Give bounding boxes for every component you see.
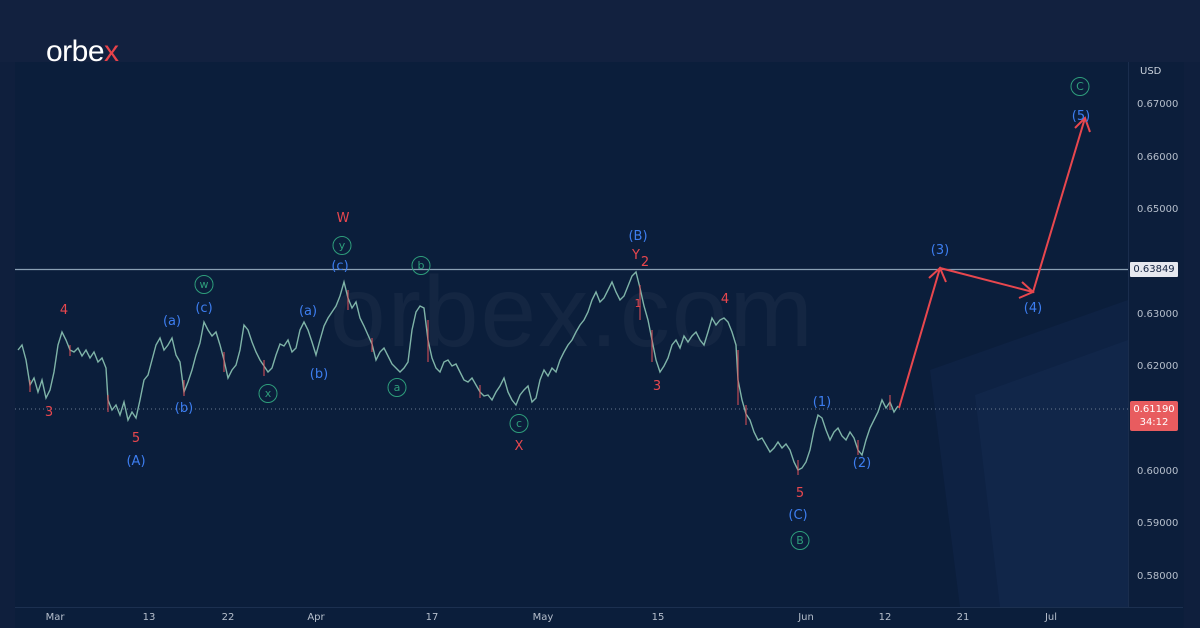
bar-countdown: 34:12 bbox=[1139, 417, 1169, 428]
wave-label-blue: (a) bbox=[162, 314, 182, 329]
wave-label-red: 4 bbox=[720, 292, 730, 307]
x-tick: Jul bbox=[1044, 612, 1058, 623]
wave-label-red: W bbox=[336, 211, 350, 226]
wave-label-blue: (3) bbox=[930, 243, 950, 258]
wave-label-circled: w bbox=[194, 275, 214, 294]
wave-label-blue: (4) bbox=[1023, 301, 1043, 316]
x-tick: May bbox=[532, 612, 554, 623]
wave-label-blue: (c) bbox=[331, 259, 349, 274]
x-tick: 15 bbox=[651, 612, 665, 623]
x-tick: Apr bbox=[307, 612, 325, 623]
wave-label-blue: (c) bbox=[195, 301, 213, 316]
wave-label-blue: (C) bbox=[788, 508, 808, 523]
y-tick: 0.63000 bbox=[1137, 309, 1179, 320]
wave-label-blue: (2) bbox=[852, 456, 872, 471]
wave-label-red: 5 bbox=[131, 431, 141, 446]
x-tick: 17 bbox=[425, 612, 439, 623]
wave-label-red: 5 bbox=[795, 486, 805, 501]
current-price-tag: 0.61190 34:12 bbox=[1130, 401, 1178, 431]
wave-label-circled: y bbox=[332, 236, 352, 255]
y-tick: 0.60000 bbox=[1137, 466, 1179, 477]
wave-label-blue: (b) bbox=[309, 367, 329, 382]
level-price-tag: 0.63849 bbox=[1130, 262, 1178, 277]
wave-label-red: 3 bbox=[652, 379, 662, 394]
x-tick: Jun bbox=[798, 612, 814, 623]
wave-label-red: 1 bbox=[634, 297, 642, 310]
wave-label-red: 2 bbox=[640, 255, 650, 270]
y-tick: 0.58000 bbox=[1137, 571, 1179, 582]
y-tick: 0.67000 bbox=[1137, 99, 1179, 110]
wave-label-blue: (a) bbox=[298, 304, 318, 319]
wave-label-blue: (b) bbox=[174, 401, 194, 416]
x-tick: 21 bbox=[956, 612, 970, 623]
wave-label-red: 4 bbox=[59, 303, 69, 318]
chart-plot-area[interactable] bbox=[15, 62, 1128, 607]
x-tick: 13 bbox=[142, 612, 156, 623]
watermark: orbex.com bbox=[330, 255, 815, 370]
x-tick: 22 bbox=[221, 612, 235, 623]
wave-label-circled: a bbox=[387, 378, 407, 397]
y-tick: 0.65000 bbox=[1137, 204, 1179, 215]
currency-label: USD bbox=[1140, 66, 1162, 77]
x-tick: 12 bbox=[878, 612, 892, 623]
price-axis[interactable] bbox=[1128, 62, 1184, 627]
wave-label-blue: (B) bbox=[628, 229, 648, 244]
wave-label-red: 3 bbox=[44, 405, 54, 420]
wave-label-circled: b bbox=[411, 256, 431, 275]
elliott-projection-path bbox=[898, 117, 1086, 409]
wave-label-blue: (1) bbox=[812, 395, 832, 410]
time-axis[interactable] bbox=[15, 607, 1183, 628]
wave-label-blue: (A) bbox=[126, 454, 146, 469]
wave-label-blue: (5) bbox=[1071, 109, 1091, 124]
wave-label-circled: B bbox=[790, 531, 810, 550]
wave-label-circled: c bbox=[509, 414, 529, 433]
y-tick: 0.59000 bbox=[1137, 518, 1179, 529]
wave-label-circled: x bbox=[258, 384, 278, 403]
y-tick: 0.62000 bbox=[1137, 361, 1179, 372]
x-tick: Mar bbox=[45, 612, 65, 623]
header-band bbox=[0, 0, 1200, 62]
wave-label-red: X bbox=[514, 439, 524, 454]
y-tick: 0.66000 bbox=[1137, 152, 1179, 163]
wave-label-circled: C bbox=[1070, 77, 1090, 96]
current-price: 0.61190 bbox=[1133, 404, 1175, 415]
wave-label-red: Y bbox=[632, 248, 640, 263]
